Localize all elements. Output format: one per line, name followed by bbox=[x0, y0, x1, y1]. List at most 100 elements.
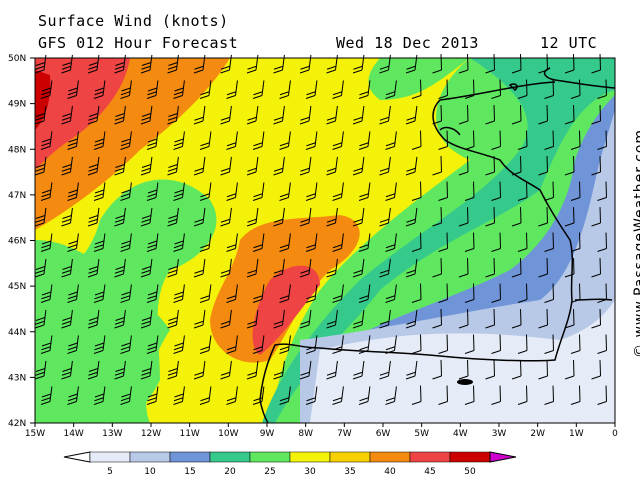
wind-barb bbox=[87, 105, 100, 125]
wind-barb bbox=[140, 258, 153, 278]
wind-barb bbox=[511, 309, 522, 329]
wind-barb bbox=[405, 258, 418, 278]
wind-barb bbox=[544, 130, 554, 150]
wind-barb bbox=[332, 335, 344, 354]
lat-label: 45N bbox=[8, 282, 26, 292]
wind-barb bbox=[146, 131, 159, 150]
wind-barb bbox=[385, 131, 397, 150]
wind-barb bbox=[411, 385, 422, 405]
wind-barb bbox=[591, 207, 601, 227]
wind-barb bbox=[146, 80, 159, 99]
wind-barb bbox=[564, 360, 575, 380]
wind-barb bbox=[199, 182, 212, 201]
lon-label: 10W bbox=[218, 429, 238, 439]
wind-barb bbox=[40, 233, 53, 252]
wind-barb bbox=[114, 105, 126, 125]
legend-swatch bbox=[449, 451, 491, 463]
wind-barb bbox=[332, 131, 344, 150]
wind-barb bbox=[220, 258, 232, 278]
wind-barb bbox=[299, 258, 312, 278]
wind-barb bbox=[226, 131, 238, 150]
wind-barb bbox=[464, 334, 475, 354]
lat-label: 49N bbox=[8, 100, 26, 110]
lon-label: 8W bbox=[298, 429, 313, 439]
wind-barb bbox=[405, 105, 418, 125]
wind-barb bbox=[34, 258, 47, 278]
legend-label: 35 bbox=[344, 467, 355, 477]
wind-barb bbox=[352, 207, 365, 227]
wind-barb bbox=[61, 309, 73, 329]
wind-barb bbox=[299, 54, 312, 74]
wind-barb bbox=[332, 284, 344, 303]
wind-barb bbox=[597, 232, 607, 252]
legend-arrow-high bbox=[489, 451, 517, 463]
wind-barb bbox=[564, 105, 575, 125]
wind-barb bbox=[146, 335, 159, 354]
wind-barb bbox=[511, 258, 522, 278]
wind-barb bbox=[93, 182, 106, 201]
wind-barb bbox=[485, 207, 495, 227]
wind-barb bbox=[40, 386, 53, 405]
wind-barb bbox=[93, 386, 106, 405]
wind-barb bbox=[438, 130, 448, 150]
legend-swatch bbox=[249, 451, 291, 463]
wind-barb bbox=[120, 131, 132, 150]
longitude-labels: 15W 14W 13W 12W 11W 10W 9W 8W 7W 6W 5W 4W 3W 2W 1W 0 bbox=[25, 423, 618, 439]
latitude-labels: 50N 49N 48N 47N 46N 45N 44N 43N 42N bbox=[8, 54, 35, 429]
wind-barb bbox=[299, 105, 312, 125]
wind-barb bbox=[273, 105, 285, 125]
wind-barb bbox=[379, 258, 391, 278]
wind-barb bbox=[544, 283, 554, 303]
lon-label: 11W bbox=[179, 429, 199, 439]
wind-barb bbox=[538, 54, 548, 74]
wind-barb bbox=[199, 335, 212, 354]
wind-barb bbox=[273, 360, 285, 380]
wind-barb bbox=[252, 182, 265, 201]
wind-barb bbox=[220, 156, 232, 176]
wind-barb bbox=[485, 309, 495, 329]
lat-label: 47N bbox=[8, 191, 26, 201]
lon-label: 2W bbox=[530, 429, 545, 439]
wind-barb bbox=[458, 207, 469, 227]
wind-barb bbox=[464, 232, 475, 252]
wind-barb bbox=[167, 156, 179, 176]
wind-barb bbox=[326, 54, 338, 74]
wind-barb bbox=[332, 182, 344, 201]
wind-barb bbox=[491, 79, 501, 99]
legend-label: 15 bbox=[184, 467, 195, 477]
wind-barb bbox=[167, 105, 179, 125]
wind-barb bbox=[146, 233, 159, 252]
legend-label: 50 bbox=[464, 467, 476, 477]
legend-label: 30 bbox=[304, 467, 316, 477]
wind-barb bbox=[570, 232, 581, 252]
wind-barb bbox=[332, 233, 344, 252]
wind-barb bbox=[511, 105, 522, 125]
wind-barb bbox=[411, 283, 422, 303]
lat-label: 48N bbox=[8, 145, 26, 155]
lon-label: 5W bbox=[414, 429, 429, 439]
wind-barb bbox=[491, 181, 501, 201]
wind-barb bbox=[485, 156, 495, 176]
wind-barb bbox=[220, 360, 232, 380]
wind-barb bbox=[199, 80, 212, 99]
wind-barb bbox=[114, 156, 126, 176]
wind-barb bbox=[252, 386, 265, 405]
wind-barb bbox=[305, 182, 318, 201]
wind-barb bbox=[173, 80, 185, 99]
wind-barb bbox=[379, 105, 391, 125]
wind-barb bbox=[379, 360, 391, 380]
wind-barb bbox=[199, 386, 212, 405]
wind-barb bbox=[299, 309, 312, 329]
wind-barb bbox=[279, 335, 291, 354]
wind-barb bbox=[167, 309, 179, 329]
wind-barb bbox=[570, 130, 581, 150]
lon-label: 14W bbox=[63, 429, 83, 439]
wind-barb bbox=[564, 258, 575, 278]
wind-barb bbox=[140, 309, 153, 329]
wind-barb bbox=[570, 385, 581, 405]
wind-barb bbox=[279, 182, 291, 201]
wind-barb bbox=[114, 54, 126, 74]
wind-barb bbox=[220, 309, 232, 329]
wind-barb bbox=[279, 284, 291, 303]
legend-label: 45 bbox=[424, 467, 435, 477]
